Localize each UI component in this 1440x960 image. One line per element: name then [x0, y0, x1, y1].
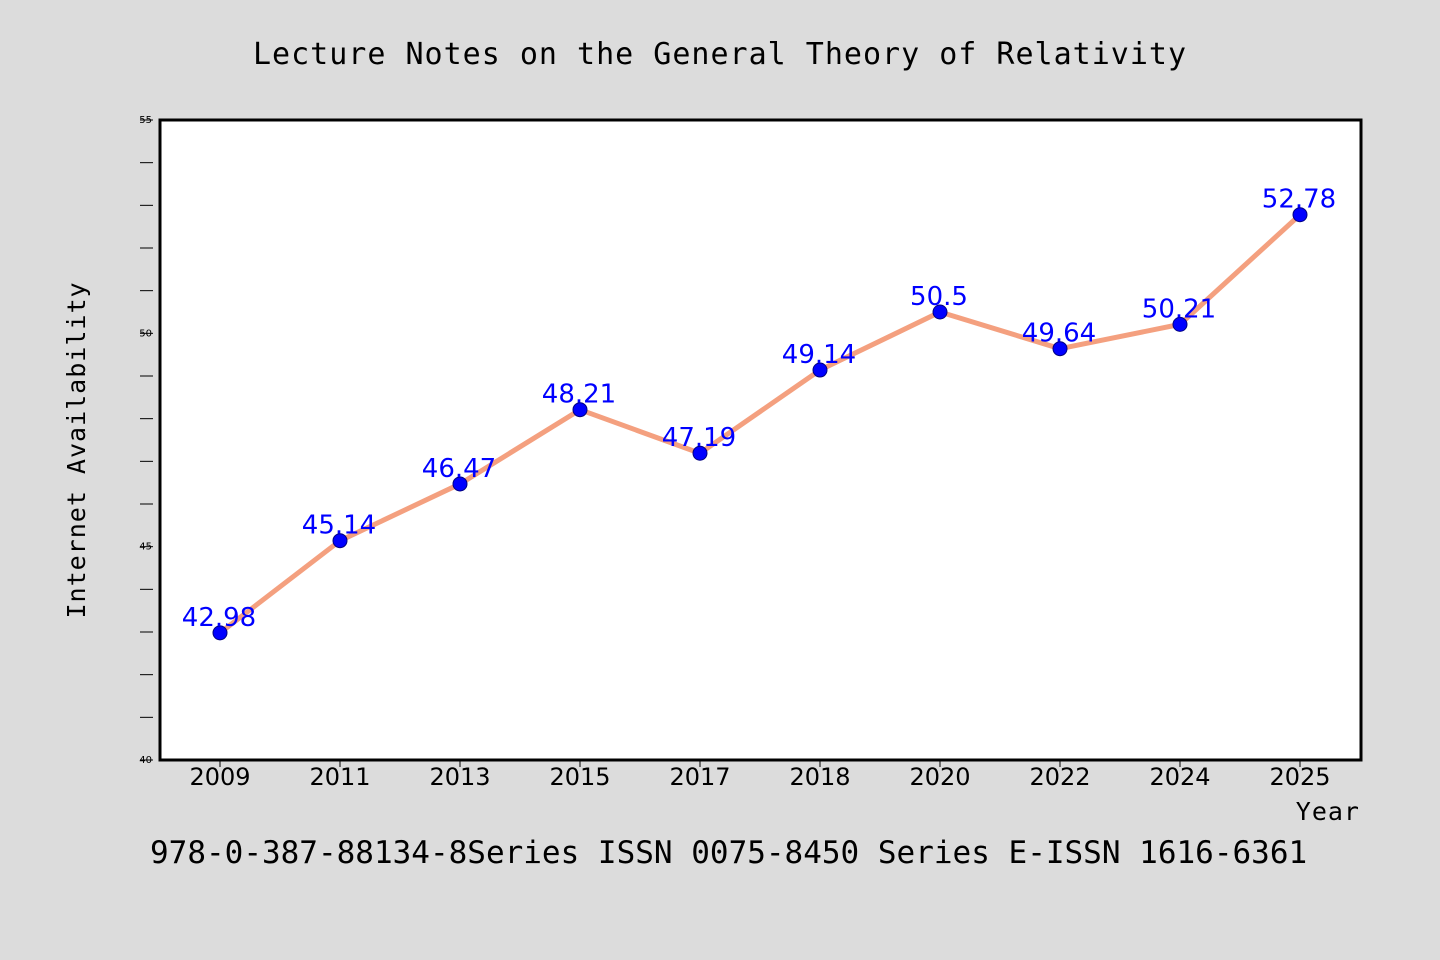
data-label: 45.14 [302, 511, 376, 541]
data-label: 47.19 [662, 423, 736, 453]
data-label: 52.78 [1262, 185, 1336, 215]
data-label: 49.64 [1022, 319, 1096, 349]
x-tick-label: 2011 [309, 763, 370, 791]
chart-title: Lecture Notes on the General Theory of R… [253, 37, 1187, 72]
data-labels-group: 42.98 45.14 46.47 48.21 47.19 49.14 50.5 49.64 5… [182, 185, 1336, 633]
x-tick-label: 2022 [1029, 763, 1090, 791]
data-point [572, 402, 588, 418]
data-point [1292, 207, 1308, 223]
y-tick-label: 45 [139, 542, 152, 553]
x-axis-ticks [219, 760, 1301, 767]
series-line [217, 212, 1303, 636]
data-point [692, 445, 708, 461]
data-point [212, 625, 228, 641]
y-tick-label: 55 [139, 115, 152, 126]
data-label: 46.47 [422, 454, 496, 484]
y-tick-label: 40 [139, 755, 152, 766]
x-axis-tick-labels: 2009 2011 2013 2015 2017 2018 2020 2022 2024 2025 [189, 763, 1330, 791]
data-point [332, 533, 348, 549]
data-label: 50.21 [1142, 294, 1216, 324]
y-axis-tick-labels: 40 45 50 55 [139, 115, 152, 766]
plot-area [158, 118, 1363, 762]
y-axis-label: Internet Availability [62, 281, 91, 618]
data-label: 49.14 [782, 340, 856, 370]
x-axis-label: Year [1296, 797, 1360, 826]
x-tick-label: 2013 [429, 763, 490, 791]
x-tick-label: 2009 [189, 763, 250, 791]
data-point [932, 304, 948, 320]
series-group [217, 212, 1303, 636]
data-point [1172, 316, 1188, 332]
y-tick-label: 50 [139, 328, 152, 339]
data-point [1052, 341, 1068, 357]
x-tick-label: 2020 [909, 763, 970, 791]
x-tick-label: 2024 [1149, 763, 1210, 791]
data-label: 42.98 [182, 603, 256, 633]
data-point [812, 362, 828, 378]
x-tick-label: 2017 [669, 763, 730, 791]
y-axis-ticks [140, 119, 153, 761]
data-point [452, 476, 468, 492]
footer-isbn-issn: 978-0-387-88134-8Series ISSN 0075-8450 S… [150, 835, 1307, 871]
x-tick-label: 2015 [549, 763, 610, 791]
data-label: 50.5 [910, 282, 968, 312]
x-tick-label: 2018 [789, 763, 850, 791]
x-tick-label: 2025 [1269, 763, 1330, 791]
markers-group [212, 207, 1308, 641]
data-label: 48.21 [542, 380, 616, 410]
